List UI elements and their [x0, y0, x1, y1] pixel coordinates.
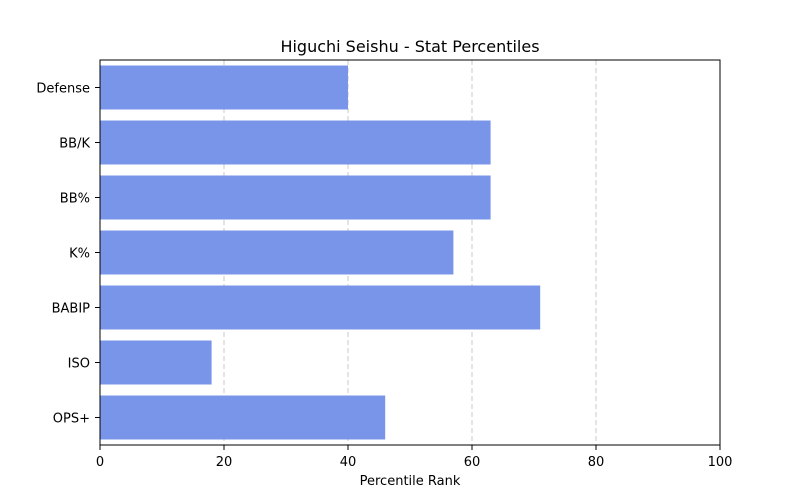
y-tick-label: BB% — [60, 192, 90, 207]
bars — [100, 65, 541, 440]
bar-ops- — [100, 395, 386, 440]
x-tick-label: 40 — [340, 455, 357, 470]
x-axis-label: Percentile Rank — [360, 474, 461, 489]
y-tick-label: ISO — [68, 357, 90, 372]
x-tick-label: 0 — [96, 455, 104, 470]
y-tick-label: OPS+ — [53, 412, 90, 427]
x-tick-label: 80 — [588, 455, 605, 470]
bar-defense — [100, 65, 348, 110]
bar-k- — [100, 230, 454, 275]
x-tick-label: 60 — [464, 455, 481, 470]
y-axis-ticks: Defense BB/K BB% K% BABIP ISO OPS+ — [36, 82, 100, 427]
bar-bb- — [100, 175, 491, 220]
chart-title: Higuchi Seishu - Stat Percentiles — [280, 37, 539, 56]
bar-iso — [100, 340, 212, 385]
y-tick-label: Defense — [36, 82, 90, 97]
bar-babip — [100, 285, 541, 330]
y-tick-label: BB/K — [59, 137, 90, 152]
bar-bb-k — [100, 120, 491, 165]
y-tick-label: BABIP — [52, 302, 91, 317]
y-tick-label: K% — [69, 247, 90, 262]
x-axis-ticks: 0 20 40 60 80 100 — [96, 445, 733, 470]
x-tick-label: 100 — [708, 455, 733, 470]
x-tick-label: 20 — [216, 455, 233, 470]
